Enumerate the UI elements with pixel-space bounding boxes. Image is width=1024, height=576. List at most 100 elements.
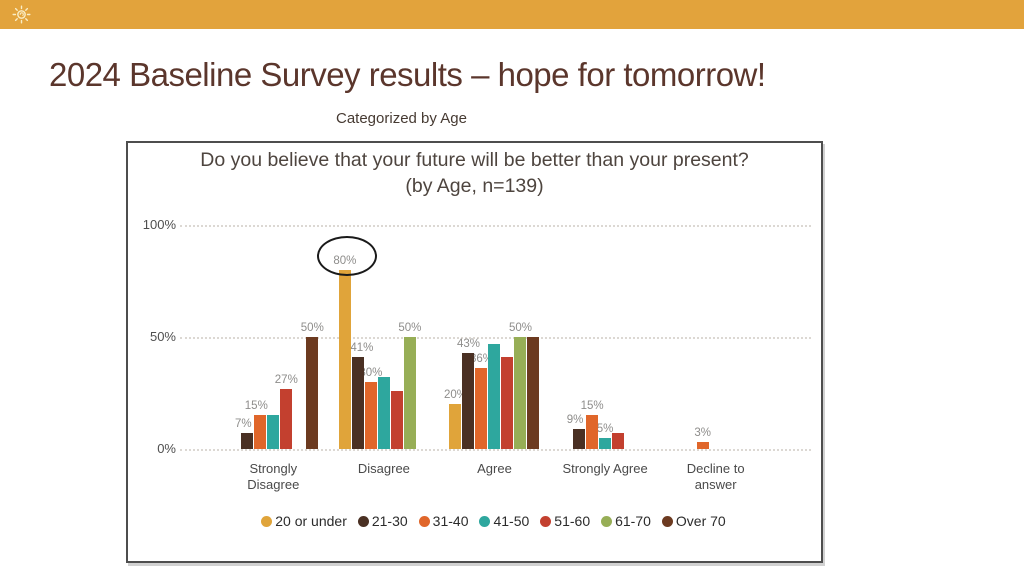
bar-slot: 80% bbox=[316, 225, 377, 449]
bar-value-label: 3% bbox=[694, 427, 711, 440]
bar-slot: 5% bbox=[596, 225, 614, 449]
bar-slot bbox=[625, 225, 637, 449]
bar-over-70 bbox=[306, 337, 319, 449]
bar-31-40 bbox=[586, 415, 599, 449]
bar-group: 80% 41% 30% 50% bbox=[316, 225, 440, 449]
category-label: Decline to answer bbox=[686, 461, 745, 492]
plot-area: 7% 15% 27% 50% 80% 41% 30% 50% 20% 43% 36% 50% 9% 15%… bbox=[218, 225, 771, 449]
bar-slot bbox=[684, 225, 696, 449]
bar-slot: 41% bbox=[350, 225, 373, 449]
sun-logo-icon bbox=[12, 5, 31, 24]
gridline bbox=[180, 337, 811, 339]
legend-dot-icon bbox=[479, 515, 491, 527]
bar-slot bbox=[390, 225, 403, 449]
chart-title-line2: (by Age, n=139) bbox=[405, 175, 544, 197]
bar-slot: 43% bbox=[457, 225, 480, 449]
bar-slot bbox=[293, 225, 305, 449]
bar-slot: 9% bbox=[567, 225, 586, 449]
gridline bbox=[180, 449, 811, 451]
legend-item: Over 70 bbox=[661, 513, 726, 529]
bar-group: 20% 43% 36% 50% bbox=[439, 225, 550, 449]
survey-bar-chart: Do you believe that your future will be … bbox=[126, 141, 823, 563]
legend-label: 21-30 bbox=[371, 513, 408, 529]
bar-20-or-under bbox=[449, 404, 462, 449]
bar-slot bbox=[228, 225, 240, 449]
bar-slot: 30% bbox=[359, 225, 382, 449]
bar-value-label: 43% bbox=[456, 337, 480, 350]
bar-21-30 bbox=[351, 357, 364, 449]
bar-group: 9% 15% 5% bbox=[550, 225, 661, 449]
legend-dot-icon bbox=[601, 515, 613, 527]
bar-value-label: 15% bbox=[580, 400, 604, 413]
bar-value-label: 50% bbox=[300, 322, 324, 334]
chart-title-line1: Do you believe that your future will be … bbox=[200, 149, 749, 171]
bar-41-50 bbox=[267, 415, 280, 449]
bar-value-label: 50% bbox=[508, 322, 532, 334]
category-label: Disagree bbox=[357, 461, 410, 476]
legend-dot-icon bbox=[418, 515, 430, 527]
bar-31-40 bbox=[696, 442, 709, 449]
bar-slot bbox=[501, 225, 514, 449]
legend-label: 20 or under bbox=[275, 513, 347, 529]
bar-value-label: 5% bbox=[596, 422, 614, 435]
circle-annotation bbox=[316, 235, 377, 276]
bar-slot: 36% bbox=[470, 225, 493, 449]
bar-41-50 bbox=[488, 343, 501, 449]
bar-slot: 50% bbox=[301, 225, 324, 449]
bar-value-label: 15% bbox=[244, 400, 268, 413]
legend-item: 41-50 bbox=[479, 513, 529, 529]
category-label: Strongly Agree bbox=[562, 461, 648, 476]
bar-slot: 27% bbox=[275, 225, 298, 449]
bar-slot bbox=[638, 225, 650, 449]
legend-item: 21-30 bbox=[357, 513, 408, 529]
bar-51-60 bbox=[280, 388, 293, 449]
bar-slot bbox=[736, 225, 748, 449]
chart-legend: 20 or under 21-30 31-40 41-50 51-60 61-70 Over… bbox=[178, 513, 809, 529]
bar-slot bbox=[267, 225, 280, 449]
slide-title: 2024 Baseline Survey results – hope for … bbox=[49, 56, 766, 93]
bar-slot bbox=[417, 225, 429, 449]
bar-21-30 bbox=[573, 428, 586, 449]
bar-20-or-under bbox=[338, 269, 351, 449]
bar-31-40 bbox=[254, 415, 267, 449]
bar-over-70 bbox=[527, 337, 540, 449]
bar-51-60 bbox=[390, 390, 403, 449]
bar-group: 3% bbox=[660, 225, 771, 449]
top-accent-bar bbox=[0, 0, 1024, 29]
slide-subtitle: Categorized by Age bbox=[336, 110, 467, 127]
bar-value-label: 36% bbox=[469, 353, 493, 366]
legend-dot-icon bbox=[540, 515, 552, 527]
bar-value-label: 7% bbox=[234, 418, 252, 431]
gridline bbox=[180, 225, 811, 227]
bar-slot: 20% bbox=[444, 225, 467, 449]
bar-slot: 15% bbox=[245, 225, 268, 449]
bar-value-label: 50% bbox=[398, 322, 422, 334]
category-label: Strongly Disagree bbox=[247, 461, 300, 492]
legend-label: 31-40 bbox=[432, 513, 469, 529]
bar-31-40 bbox=[364, 381, 377, 449]
bar-51-60 bbox=[612, 433, 625, 449]
legend-label: 51-60 bbox=[554, 513, 591, 529]
bar-slot bbox=[749, 225, 761, 449]
bar-value-label: 30% bbox=[359, 366, 383, 379]
bar-group: 7% 15% 27% 50% bbox=[218, 225, 329, 449]
legend-item: 61-70 bbox=[601, 513, 651, 529]
legend-label: 61-70 bbox=[615, 513, 651, 529]
legend-dot-icon bbox=[661, 515, 673, 527]
bar-31-40 bbox=[475, 368, 488, 449]
bar-slot bbox=[612, 225, 625, 449]
bar-slot: 50% bbox=[509, 225, 532, 449]
y-tick-label: 100% bbox=[142, 217, 176, 232]
bar-slot bbox=[710, 225, 722, 449]
bar-41-50 bbox=[377, 377, 390, 449]
bar-slot: 50% bbox=[398, 225, 421, 449]
bar-slot: 7% bbox=[235, 225, 254, 449]
legend-dot-icon bbox=[261, 515, 273, 527]
bar-21-30 bbox=[462, 352, 475, 449]
bar-slot bbox=[488, 225, 501, 449]
legend-item: 31-40 bbox=[418, 513, 469, 529]
bar-slot: 15% bbox=[581, 225, 604, 449]
legend-item: 20 or under bbox=[261, 513, 347, 529]
bar-slot bbox=[723, 225, 735, 449]
bar-value-label: 27% bbox=[274, 373, 298, 386]
